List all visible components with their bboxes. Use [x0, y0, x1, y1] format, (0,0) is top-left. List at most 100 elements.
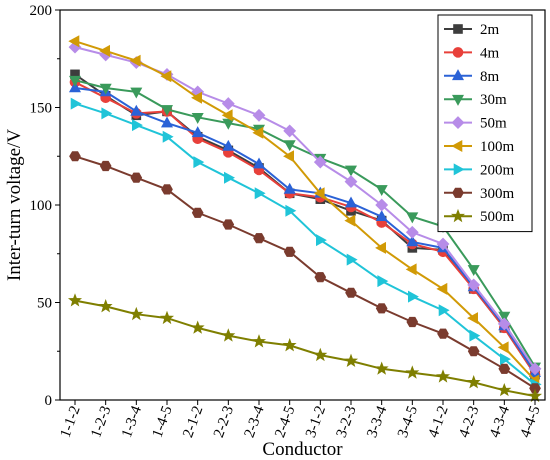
- data-point-500m: [435, 369, 451, 383]
- data-point-30m: [283, 140, 296, 152]
- data-point-30m: [130, 87, 143, 99]
- data-point-100m: [68, 35, 80, 48]
- data-point-8m: [130, 104, 143, 116]
- y-tick-label: 200: [30, 3, 53, 19]
- data-point-300m: [99, 160, 112, 172]
- data-point-50m: [405, 225, 419, 239]
- legend-marker: [451, 69, 465, 81]
- data-point-30m: [344, 165, 358, 177]
- series-line-4m: [74, 81, 536, 376]
- data-point-200m: [193, 156, 205, 169]
- x-tick-label: 1-3-4: [119, 403, 145, 439]
- data-point-30m: [222, 118, 235, 130]
- data-point-500m: [221, 328, 236, 342]
- data-point-500m: [343, 353, 359, 368]
- data-point-200m: [438, 304, 450, 317]
- data-point-200m: [346, 253, 358, 266]
- legend-marker: [450, 208, 466, 223]
- series-line-100m: [74, 40, 536, 382]
- data-point-30m: [99, 83, 112, 95]
- data-point-30m: [191, 113, 204, 124]
- data-point-300m: [375, 303, 388, 314]
- series-300m: [69, 151, 541, 394]
- series-line-200m: [74, 102, 536, 386]
- y-tick-label: 150: [30, 101, 53, 117]
- data-point-50m: [436, 237, 450, 251]
- data-point-200m: [224, 171, 235, 184]
- legend-marker: [452, 47, 464, 58]
- data-point-200m: [499, 353, 511, 366]
- series-line-8m: [74, 87, 536, 374]
- y-tick-label: 0: [45, 393, 53, 409]
- x-tick-label: 1-2-3: [88, 404, 114, 440]
- data-point-8m: [191, 126, 204, 138]
- legend-label: 100m: [480, 139, 515, 155]
- legend-marker: [453, 163, 465, 176]
- x-tick-label: 2-3-4: [242, 403, 268, 439]
- data-point-300m: [253, 233, 265, 244]
- data-point-50m: [497, 317, 511, 331]
- data-point-8m: [68, 81, 82, 93]
- data-point-300m: [467, 346, 480, 357]
- data-point-30m: [467, 265, 480, 277]
- data-point-100m: [497, 341, 509, 354]
- x-tick-label: 4-2-3: [456, 404, 482, 440]
- data-point-100m: [405, 263, 417, 276]
- data-point-300m: [283, 246, 296, 257]
- x-tick-label: 2-4-5: [272, 404, 298, 440]
- series-layer: [67, 35, 543, 403]
- data-point-100m: [99, 44, 110, 57]
- data-point-30m: [406, 212, 419, 224]
- series-line-30m: [74, 79, 536, 368]
- legend-item-2m: 2m: [444, 22, 500, 38]
- data-point-100m: [344, 214, 356, 227]
- data-point-8m: [375, 210, 388, 221]
- data-point-8m: [222, 139, 235, 151]
- x-tick-label: 4-3-4: [487, 403, 513, 439]
- data-point-300m: [314, 272, 327, 283]
- legend: 2m 4m 8m 30m 50m 100m 200m 300m 500m: [437, 14, 533, 233]
- data-point-500m: [374, 361, 389, 375]
- legend-marker: [451, 139, 463, 153]
- x-tick-label: 3-2-3: [334, 404, 360, 440]
- data-point-300m: [130, 172, 143, 183]
- data-point-50m: [375, 198, 389, 212]
- data-point-500m: [190, 320, 205, 334]
- legend-item-50m: 50m: [444, 116, 507, 132]
- data-point-100m: [313, 187, 325, 200]
- series-500m: [67, 293, 543, 403]
- data-point-100m: [129, 54, 141, 67]
- data-point-200m: [162, 130, 174, 143]
- data-point-200m: [254, 187, 266, 200]
- data-point-500m: [251, 334, 267, 348]
- data-point-200m: [315, 234, 327, 247]
- data-point-30m: [375, 185, 388, 197]
- data-point-50m: [313, 155, 327, 169]
- data-point-100m: [252, 126, 264, 139]
- data-point-100m: [283, 150, 295, 163]
- legend-label: 200m: [480, 162, 515, 178]
- series-line-500m: [74, 299, 536, 398]
- x-tick-label: 3-1-2: [303, 404, 329, 440]
- data-point-500m: [313, 347, 328, 362]
- data-point-300m: [191, 207, 204, 218]
- series-100m: [68, 35, 540, 387]
- x-tick-label: 4-4-5: [518, 404, 544, 440]
- data-point-30m: [68, 75, 82, 87]
- data-point-8m: [344, 196, 358, 208]
- data-point-300m: [345, 287, 357, 298]
- data-point-100m: [160, 70, 172, 83]
- legend-item-4m: 4m: [444, 45, 500, 61]
- x-tick-label: 1-4-5: [150, 404, 176, 440]
- x-tick-label: 2-2-3: [211, 404, 237, 440]
- legend-item-200m: 200m: [444, 162, 515, 178]
- data-point-500m: [466, 375, 481, 389]
- data-point-8m: [160, 116, 174, 128]
- x-tick-label: 3-3-4: [364, 403, 390, 439]
- data-point-200m: [285, 204, 297, 217]
- data-point-50m: [467, 278, 481, 292]
- legend-item-100m: 100m: [444, 139, 515, 155]
- legend-item-8m: 8m: [444, 69, 500, 85]
- data-point-500m: [159, 310, 175, 325]
